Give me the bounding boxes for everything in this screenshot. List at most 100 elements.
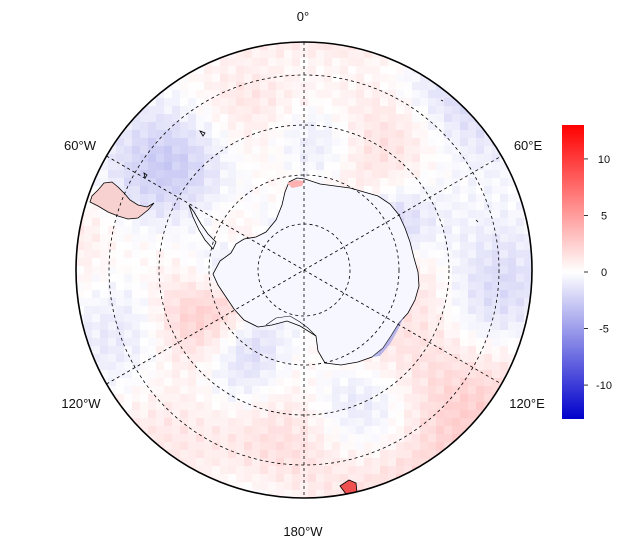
field-cell bbox=[276, 178, 285, 187]
field-cell bbox=[420, 74, 429, 83]
field-cell bbox=[404, 466, 413, 475]
field-cell bbox=[468, 386, 477, 395]
field-cell bbox=[164, 114, 173, 123]
field-cell bbox=[300, 354, 309, 363]
field-cell bbox=[292, 322, 301, 331]
field-cell bbox=[164, 378, 173, 387]
field-cell bbox=[484, 210, 493, 219]
field-cell bbox=[164, 194, 173, 203]
field-cell bbox=[196, 418, 205, 427]
field-cell bbox=[188, 82, 197, 91]
field-cell bbox=[252, 186, 261, 195]
field-cell bbox=[332, 394, 341, 403]
field-cell bbox=[132, 402, 141, 411]
field-cell bbox=[500, 210, 509, 219]
field-cell bbox=[180, 242, 189, 251]
field-cell bbox=[380, 194, 389, 203]
field-cell bbox=[132, 330, 141, 339]
field-cell bbox=[204, 242, 213, 251]
field-cell bbox=[268, 74, 277, 83]
field-cell bbox=[484, 226, 493, 235]
field-cell bbox=[436, 314, 445, 323]
field-cell bbox=[124, 170, 133, 179]
field-cell bbox=[308, 426, 317, 435]
field-cell bbox=[316, 450, 325, 459]
field-cell bbox=[420, 338, 429, 347]
field-cell bbox=[380, 146, 389, 155]
field-cell bbox=[228, 226, 237, 235]
field-cell bbox=[268, 82, 277, 91]
field-cell bbox=[428, 362, 437, 371]
field-cell bbox=[516, 234, 525, 243]
field-cell bbox=[364, 170, 373, 179]
field-cell bbox=[444, 370, 453, 379]
field-cell bbox=[180, 130, 189, 139]
field-cell bbox=[252, 106, 261, 115]
field-cell bbox=[380, 58, 389, 67]
field-cell bbox=[452, 226, 461, 235]
field-cell bbox=[340, 418, 349, 427]
field-cell bbox=[332, 482, 341, 491]
field-cell bbox=[516, 218, 525, 227]
lon-label-180: 180°W bbox=[283, 524, 323, 539]
field-cell bbox=[228, 154, 237, 163]
field-cell bbox=[460, 186, 469, 195]
field-cell bbox=[428, 426, 437, 435]
field-cell bbox=[260, 130, 269, 139]
field-cell bbox=[444, 282, 453, 291]
field-cell bbox=[76, 242, 85, 251]
field-cell bbox=[380, 474, 389, 483]
field-cell bbox=[164, 234, 173, 243]
field-cell bbox=[140, 194, 149, 203]
field-cell bbox=[444, 178, 453, 187]
field-cell bbox=[148, 122, 157, 131]
field-cell bbox=[412, 394, 421, 403]
field-cell bbox=[180, 458, 189, 467]
field-cell bbox=[260, 186, 269, 195]
field-cell bbox=[244, 426, 253, 435]
field-cell bbox=[188, 330, 197, 339]
field-cell bbox=[228, 186, 237, 195]
field-cell bbox=[220, 314, 229, 323]
field-cell bbox=[156, 410, 165, 419]
field-cell bbox=[180, 82, 189, 91]
field-cell bbox=[140, 362, 149, 371]
field-cell bbox=[364, 426, 373, 435]
field-cell bbox=[420, 418, 429, 427]
field-cell bbox=[236, 98, 245, 107]
field-cell bbox=[196, 194, 205, 203]
field-cell bbox=[220, 402, 229, 411]
field-cell bbox=[300, 378, 309, 387]
field-cell bbox=[172, 274, 181, 283]
field-cell bbox=[436, 290, 445, 299]
field-cell bbox=[508, 346, 517, 355]
field-cell bbox=[284, 42, 293, 51]
field-cell bbox=[396, 426, 405, 435]
field-cell bbox=[236, 146, 245, 155]
field-cell bbox=[124, 338, 133, 347]
field-cell bbox=[404, 402, 413, 411]
field-cell bbox=[444, 314, 453, 323]
field-cell bbox=[140, 370, 149, 379]
field-cell bbox=[348, 170, 357, 179]
field-cell bbox=[364, 370, 373, 379]
field-cell bbox=[92, 290, 101, 299]
field-cell bbox=[356, 162, 365, 171]
field-cell bbox=[292, 162, 301, 171]
field-cell bbox=[236, 138, 245, 147]
field-cell bbox=[300, 402, 309, 411]
field-cell bbox=[436, 130, 445, 139]
field-cell bbox=[436, 122, 445, 131]
field-cell bbox=[404, 122, 413, 131]
field-cell bbox=[148, 298, 157, 307]
field-cell bbox=[324, 418, 333, 427]
field-cell bbox=[484, 250, 493, 259]
field-cell bbox=[236, 106, 245, 115]
field-cell bbox=[100, 210, 109, 219]
field-cell bbox=[332, 370, 341, 379]
field-cell bbox=[340, 162, 349, 171]
field-cell bbox=[268, 426, 277, 435]
field-cell bbox=[452, 250, 461, 259]
field-cell bbox=[180, 410, 189, 419]
field-cell bbox=[180, 258, 189, 267]
